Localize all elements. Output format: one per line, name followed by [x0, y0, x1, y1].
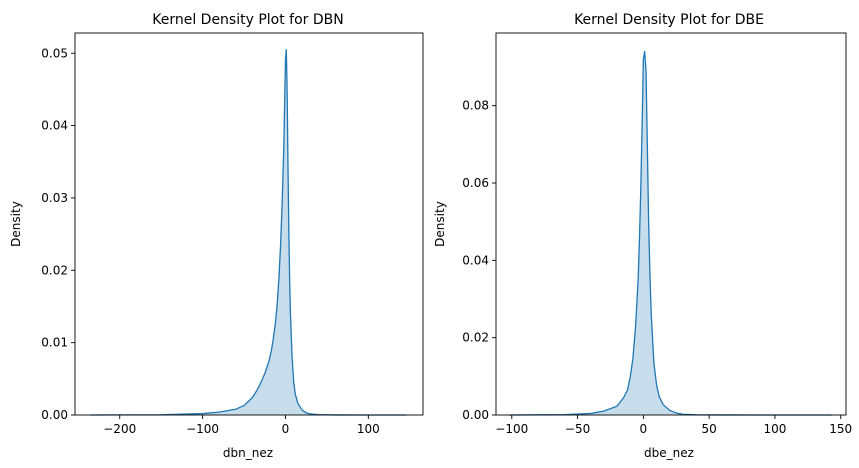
x-tick-label: −100 [495, 422, 528, 436]
y-tick-label: 0.02 [462, 331, 489, 345]
y-tick-label: 0.02 [41, 263, 68, 277]
x-tick-label: −50 [565, 422, 590, 436]
y-tick-label: 0.00 [462, 408, 489, 422]
y-tick-label: 0.05 [41, 46, 68, 60]
chart-dbn: Kernel Density Plot for DBN −200 −100 0 100… [9, 12, 424, 460]
y-tick-label: 0.03 [41, 191, 68, 205]
y-tick-label: 0.08 [462, 99, 489, 113]
plot-area: −200 −100 0 100 0.00 0.01 0.02 0.03 0.04 0.05 [41, 32, 424, 436]
x-axis-label: dbe_nez [644, 446, 694, 460]
y-tick-label: 0.06 [462, 176, 489, 190]
y-axis-label: Density [433, 201, 447, 247]
x-tick-label: 100 [763, 422, 786, 436]
axes-frame [74, 32, 424, 416]
x-tick-label: 50 [702, 422, 717, 436]
y-axis-label: Density [9, 201, 23, 247]
chart-dbe: Kernel Density Plot for DBE −100 −50 0 50 10… [433, 12, 852, 460]
y-tick-label: 0.00 [41, 408, 68, 422]
y-tick-label: 0.04 [41, 119, 68, 133]
x-tick-label: −200 [103, 422, 136, 436]
y-tick-label: 0.01 [41, 336, 68, 350]
y-tick-label: 0.04 [462, 253, 489, 267]
plot-area: −100 −50 0 50 100 150 0.00 0.02 0.04 0.06 0.08 [462, 32, 852, 436]
x-tick-label: 100 [357, 422, 380, 436]
chart-title: Kernel Density Plot for DBN [152, 12, 344, 28]
axes-frame [495, 32, 847, 416]
x-tick-label: 0 [640, 422, 648, 436]
chart-title: Kernel Density Plot for DBE [574, 12, 764, 28]
density-line [509, 50, 832, 416]
x-axis-label: dbn_nez [223, 446, 273, 460]
density-line [90, 48, 407, 416]
x-tick-label: 150 [829, 422, 852, 436]
x-tick-label: −100 [186, 422, 219, 436]
x-tick-label: 0 [282, 422, 290, 436]
